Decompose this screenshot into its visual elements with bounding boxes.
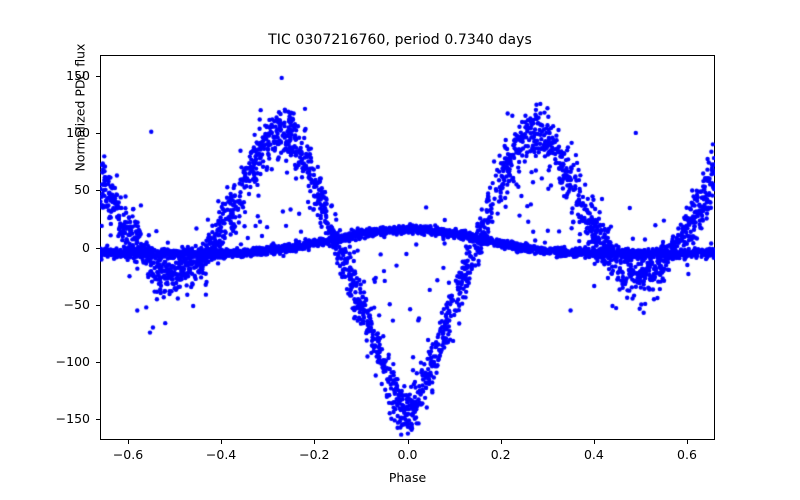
page-title: TIC 0307216760, period 0.7340 days — [268, 32, 532, 48]
y-tick-label: 0 — [82, 239, 90, 255]
y-tick-mark — [96, 132, 100, 134]
x-tick-mark — [314, 440, 316, 444]
y-tick-label: 50 — [74, 182, 90, 198]
y-tick-mark — [96, 75, 100, 77]
x-tick-label: 0.2 — [490, 447, 511, 462]
x-tick-mark — [221, 440, 223, 444]
y-tick-mark — [96, 190, 100, 192]
x-tick-mark — [128, 440, 129, 444]
y-tick-label: −50 — [63, 296, 90, 312]
y-tick-mark — [96, 362, 100, 364]
scatter-plot-canvas — [100, 55, 715, 440]
x-tick-label: 0.6 — [677, 447, 697, 462]
x-tick-label: −0.6 — [112, 447, 144, 462]
y-tick-mark — [96, 419, 100, 421]
y-tick-label: −150 — [55, 411, 90, 427]
x-tick-mark — [500, 440, 502, 444]
y-axis-label: Normalized PDC flux — [72, 43, 88, 172]
x-tick-mark — [593, 440, 595, 444]
y-tick-mark — [96, 304, 100, 306]
x-axis-label: Phase — [388, 470, 427, 485]
y-tick-label: −100 — [55, 354, 90, 370]
x-tick-label: 0.4 — [583, 447, 604, 462]
x-tick-mark — [687, 440, 688, 444]
y-tick-label: 150 — [66, 67, 90, 83]
x-tick-label: −0.2 — [299, 447, 330, 462]
x-tick-mark — [407, 440, 409, 444]
y-tick-mark — [96, 247, 100, 249]
x-tick-label: −0.4 — [205, 447, 237, 462]
y-tick-label: 100 — [66, 124, 90, 140]
x-tick-label: 0.0 — [397, 447, 418, 462]
